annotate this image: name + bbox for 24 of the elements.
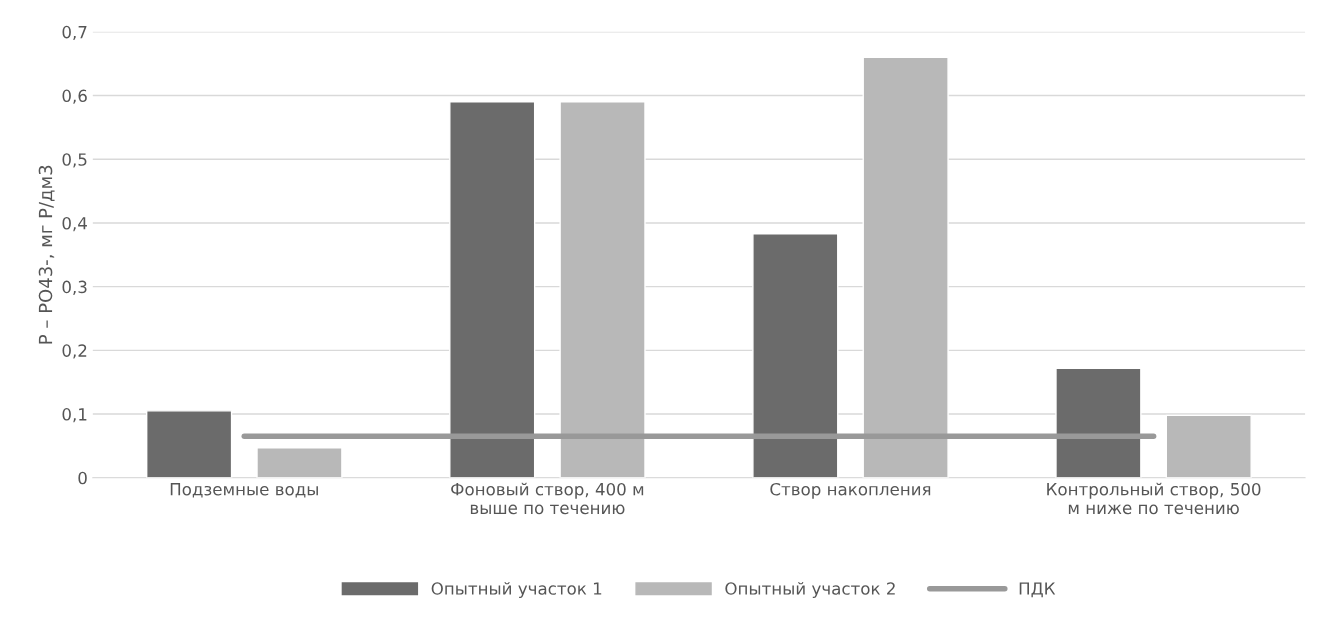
bar (146, 410, 233, 478)
bar (752, 233, 839, 478)
y-axis-title: P – PO43-, мг P/дм3 (38, 165, 55, 344)
y-tick-label: 0,3 (62, 280, 87, 295)
bar (862, 56, 949, 478)
x-tick-label: Створ накопления (770, 482, 931, 499)
legend-label: Опытный участок 1 (431, 582, 602, 599)
y-tick-label: 0,5 (62, 153, 87, 168)
y-tick-label: 0 (78, 471, 87, 485)
bar (256, 447, 343, 478)
x-tick-label: Подземные воды (170, 483, 318, 498)
y-tick-label: 0,6 (62, 89, 87, 104)
bar (449, 101, 536, 478)
bar (1055, 367, 1142, 478)
y-tick-label: 0,1 (62, 408, 87, 423)
y-tick-label: 0,4 (62, 216, 87, 232)
bar (559, 101, 646, 478)
x-tick-label: Контрольный створ, 500 м ниже по течению (1047, 482, 1261, 515)
legend-label: Опытный участок 2 (725, 582, 895, 599)
bar (1165, 414, 1252, 478)
legend-label: ПДК (1019, 582, 1056, 598)
y-tick-label: 0,2 (62, 344, 87, 359)
x-tick-label: Фоновый створ, 400 м выше по течению (451, 482, 644, 515)
y-tick-label: 0,7 (62, 25, 87, 41)
